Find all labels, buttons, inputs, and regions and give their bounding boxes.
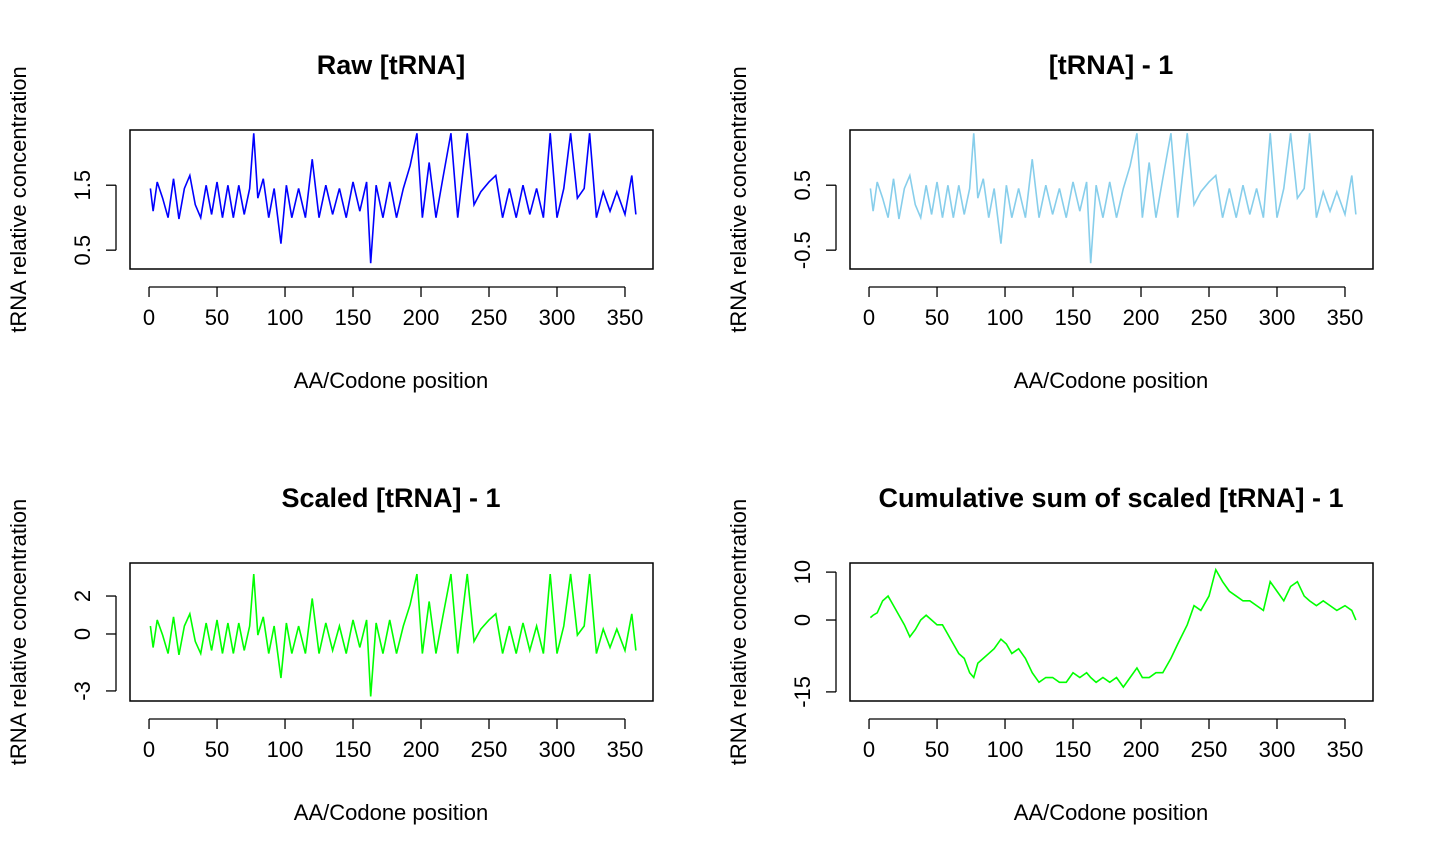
x-axis-label: AA/Codone position [294,368,488,393]
plot-box [129,129,654,270]
y-tick-label: -15 [790,676,815,708]
x-tick-label: 50 [205,305,229,330]
y-tick-label: 0 [70,628,95,640]
x-tick-label: 200 [1123,737,1160,762]
y-axis-label: tRNA relative concentration [6,66,31,333]
x-tick-label: 50 [925,305,949,330]
x-axis-label: AA/Codone position [1014,800,1208,825]
x-tick-label: 250 [1191,737,1228,762]
data-line [149,573,637,697]
data-line [869,567,1357,689]
chart-title: Cumulative sum of scaled [tRNA] - 1 [878,483,1343,513]
plot-box [129,562,654,702]
x-tick-label: 350 [1327,305,1364,330]
data-line [869,133,1357,264]
chart-title: [tRNA] - 1 [1049,50,1173,80]
x-tick-label: 100 [987,737,1024,762]
y-tick-label: -3 [70,681,95,701]
y-axis-label: tRNA relative concentration [726,499,751,766]
y-tick-label: 1.5 [70,170,95,201]
x-tick-label: 300 [539,305,576,330]
x-tick-label: 250 [471,737,508,762]
x-tick-label: 100 [267,737,304,762]
y-tick-label: 2 [70,590,95,602]
y-tick-label: 0.5 [70,235,95,266]
x-tick-label: 300 [1259,737,1296,762]
x-tick-label: 150 [1055,737,1092,762]
chart-title: Raw [tRNA] [317,50,466,80]
y-tick-label: -0.5 [790,231,815,269]
chart-title: Scaled [tRNA] - 1 [281,483,500,513]
x-tick-label: 200 [1123,305,1160,330]
x-tick-label: 250 [1191,305,1228,330]
data-line [149,133,637,264]
x-tick-label: 250 [471,305,508,330]
x-axis-label: AA/Codone position [294,800,488,825]
x-tick-label: 150 [335,737,372,762]
y-tick-label: 0 [790,614,815,626]
x-tick-label: 200 [403,305,440,330]
plot-box [849,562,1374,702]
y-axis-label: tRNA relative concentration [6,499,31,766]
y-tick-label: 10 [790,560,815,584]
x-tick-label: 300 [1259,305,1296,330]
x-tick-label: 350 [607,305,644,330]
x-tick-label: 350 [607,737,644,762]
plot-box [849,129,1374,270]
x-tick-label: 0 [143,305,155,330]
x-tick-label: 300 [539,737,576,762]
y-axis-label: tRNA relative concentration [726,66,751,333]
x-tick-label: 350 [1327,737,1364,762]
x-tick-label: 50 [925,737,949,762]
x-axis-label: AA/Codone position [1014,368,1208,393]
x-tick-label: 200 [403,737,440,762]
x-tick-label: 0 [863,737,875,762]
x-tick-label: 150 [335,305,372,330]
x-tick-label: 100 [267,305,304,330]
x-tick-label: 100 [987,305,1024,330]
y-tick-label: 0.5 [790,170,815,201]
x-tick-label: 0 [143,737,155,762]
x-tick-label: 150 [1055,305,1092,330]
x-tick-label: 0 [863,305,875,330]
x-tick-label: 50 [205,737,229,762]
